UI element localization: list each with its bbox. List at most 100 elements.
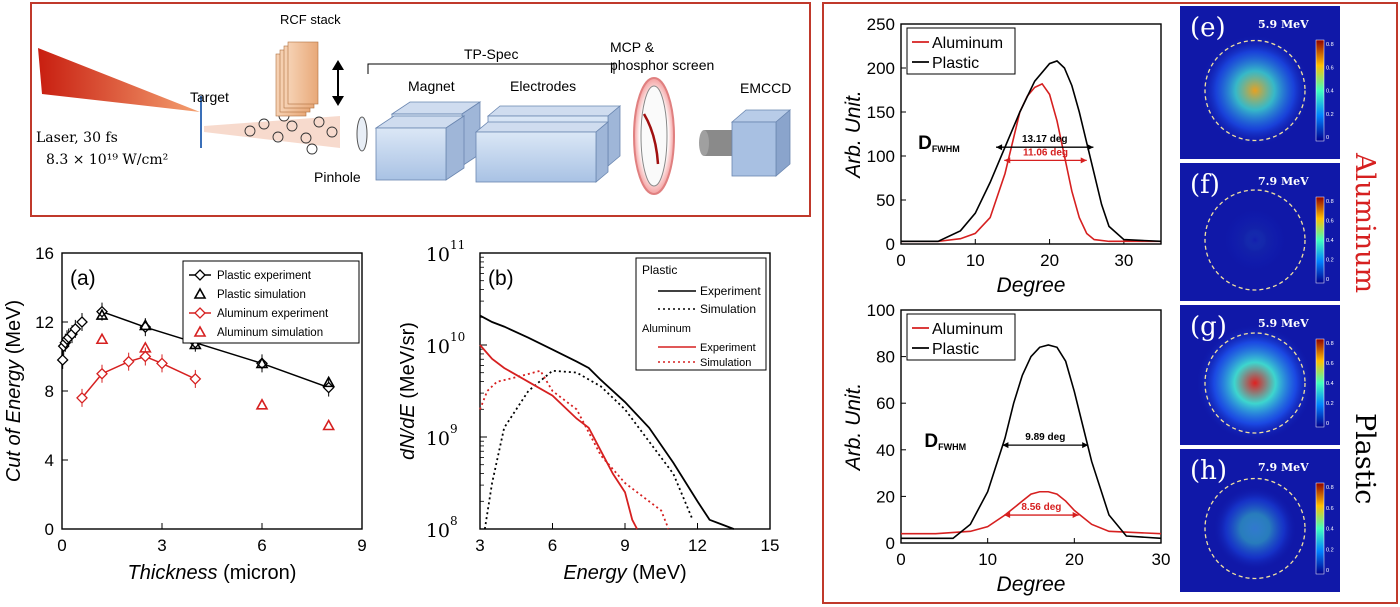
beam-colorbar-tick: 0.4 bbox=[1326, 527, 1334, 533]
chart-b-xtick-label: 15 bbox=[761, 536, 780, 555]
beam-image-2: (g) 5.9 MeV 0.8 0.6 0.4 0.2 0 bbox=[1180, 305, 1340, 445]
chart-b-series-3 bbox=[479, 369, 670, 530]
right-panel-frame bbox=[822, 2, 1398, 604]
chart-bottom-ytick-label: 100 bbox=[867, 301, 895, 320]
chart-a-point bbox=[322, 418, 336, 431]
chart-b-xtick-label: 3 bbox=[475, 536, 484, 555]
chart-b-xtick-label: 6 bbox=[548, 536, 557, 555]
chart-top-ytick-label: 0 bbox=[886, 235, 895, 254]
chart-a-series-3 bbox=[95, 332, 336, 431]
chart-a-xtick-label: 6 bbox=[257, 536, 266, 555]
chart-b-legend-group1: Plastic bbox=[642, 263, 677, 277]
chart-a-point bbox=[189, 373, 202, 385]
chart-a-legend-label: Plastic simulation bbox=[217, 289, 306, 301]
chart-a-legend-marker bbox=[194, 307, 206, 319]
beam-aperture-circle bbox=[1204, 332, 1306, 434]
chart-bottom-legend-label: Plastic bbox=[932, 341, 979, 358]
chart-a-point bbox=[76, 391, 88, 404]
electrodes-label: Electrodes bbox=[510, 78, 576, 94]
chart-top-fwhm-value: 11.06 deg bbox=[1023, 147, 1068, 158]
chart-a-point bbox=[255, 356, 269, 369]
chart-top-ytick-label: 150 bbox=[867, 103, 895, 122]
chart-a-ytick-label: 12 bbox=[35, 313, 54, 332]
chart-a-point bbox=[96, 367, 108, 380]
chart-a-legend-marker bbox=[194, 269, 206, 281]
beam-energy-label: 7.9 MeV bbox=[1258, 175, 1309, 188]
chart-a-xtick-label: 3 bbox=[157, 536, 166, 555]
chart-bottom-plot-frame bbox=[900, 309, 1162, 544]
chart-a-point bbox=[76, 316, 88, 328]
rcf-stack bbox=[275, 41, 319, 117]
beam-image-1: (f) 7.9 MeV 0.8 0.6 0.4 0.2 0 bbox=[1180, 163, 1340, 301]
chart-bottom-fwhm-arrowhead bbox=[1072, 512, 1079, 519]
chart-b-legend-box bbox=[635, 257, 767, 371]
beam-aperture-circle bbox=[1204, 189, 1306, 291]
beam-colorbar-tick: 0.4 bbox=[1326, 89, 1334, 95]
beam-energy-label: 5.9 MeV bbox=[1258, 317, 1309, 330]
chart-bottom-xtick-label: 20 bbox=[1065, 550, 1084, 569]
chart-bottom-xlabel: Degree bbox=[997, 573, 1066, 596]
emccd-label: EMCCD bbox=[740, 80, 791, 96]
chart-b-ytick-exponent: 10 bbox=[450, 330, 465, 344]
pinhole bbox=[356, 116, 368, 152]
chart-a-legend-marker bbox=[193, 325, 207, 337]
chart-a-point bbox=[322, 375, 336, 388]
beam-energy-label: 5.9 MeV bbox=[1258, 18, 1309, 31]
chart-a-point bbox=[95, 332, 109, 345]
beam-image-0: (e) 5.9 MeV 0.8 0.6 0.4 0.2 0 bbox=[1180, 6, 1340, 159]
chart-a-point bbox=[122, 355, 135, 368]
chart-bottom-xtick-label: 0 bbox=[896, 550, 905, 569]
chart-top-series-0 bbox=[901, 82, 1161, 243]
beam-colorbar-tick: 0.6 bbox=[1326, 361, 1334, 367]
beam-aperture-circle bbox=[1204, 477, 1306, 580]
chart-bottom-series-1 bbox=[901, 344, 1162, 540]
chart-b-ylabel: dN/dE (MeV/sr) bbox=[400, 322, 419, 460]
chart-angular-distribution-top: 0 10 20 30 0 50 100 150 200 250 Degree Arb. Unit. Al… bbox=[842, 15, 1162, 297]
chart-top-xtick-label: 20 bbox=[1040, 251, 1059, 270]
chart-a-point bbox=[138, 341, 152, 353]
proton-plume bbox=[204, 116, 340, 148]
chart-bottom-ytick-label: 80 bbox=[876, 348, 895, 367]
chart-top-fwhm-label: DFWHM bbox=[918, 133, 960, 154]
mcp-label-line1: MCP & bbox=[610, 39, 655, 55]
beam-colorbar-tick: 0.8 bbox=[1326, 199, 1334, 205]
chart-bottom-ylabel: Arb. Unit. bbox=[842, 383, 865, 473]
chart-bottom-ytick-label: 60 bbox=[876, 394, 895, 413]
chart-b-xtick-label: 9 bbox=[620, 536, 629, 555]
tpspec-label: TP-Spec bbox=[464, 46, 518, 62]
beam-colorbar-tick: 0.2 bbox=[1326, 112, 1334, 118]
chart-top-legend-box bbox=[906, 27, 1016, 75]
chart-top-ylabel: Arb. Unit. bbox=[842, 90, 865, 180]
beam-colorbar-tick: 0 bbox=[1326, 277, 1329, 283]
beam-colorbar-tick: 0 bbox=[1326, 135, 1329, 141]
laser-label-line1: Laser, 30 fs bbox=[36, 130, 118, 146]
chart-bottom-series-0 bbox=[901, 490, 1162, 535]
chart-b-legend-label: Experiment bbox=[700, 284, 761, 298]
chart-bottom-fwhm-value: 8.56 deg bbox=[1021, 502, 1061, 513]
chart-bottom-legend-box bbox=[906, 313, 1016, 361]
chart-b-series-1 bbox=[483, 369, 694, 530]
magnet-label: Magnet bbox=[408, 78, 455, 94]
chart-a-point bbox=[188, 337, 202, 350]
chart-a-legend-label: Aluminum simulation bbox=[217, 327, 323, 339]
beam-panel-label: (e) bbox=[1190, 13, 1226, 43]
chart-top-series-1 bbox=[901, 60, 1162, 243]
beam-colorbar bbox=[1315, 39, 1325, 142]
mcp-label-line2: phosphor screen bbox=[610, 57, 714, 73]
beam-spot bbox=[1213, 486, 1297, 571]
laser-label-line2: 8.3 × 10¹⁹ W/cm² bbox=[46, 152, 168, 168]
chart-b-legend-label: Experiment bbox=[700, 342, 756, 354]
chart-a-series-2 bbox=[76, 347, 202, 407]
chart-a-series-1 bbox=[95, 308, 336, 388]
beam-colorbar-tick: 0 bbox=[1326, 421, 1329, 427]
chart-bottom-fwhm-arrowhead bbox=[1004, 512, 1011, 519]
chart-top-plot-frame bbox=[900, 23, 1162, 245]
beam-spot bbox=[1221, 206, 1289, 274]
beam-colorbar bbox=[1315, 482, 1325, 575]
beam-panel-label: (f) bbox=[1190, 170, 1220, 200]
chart-top-xtick-label: 30 bbox=[1114, 251, 1133, 270]
chart-top-fwhm-arrowhead bbox=[1080, 157, 1087, 164]
chart-b-ytick-exponent: 11 bbox=[450, 238, 465, 252]
chart-a-legend-box bbox=[182, 260, 360, 344]
chart-b-legend-label: Simulation bbox=[700, 357, 751, 369]
